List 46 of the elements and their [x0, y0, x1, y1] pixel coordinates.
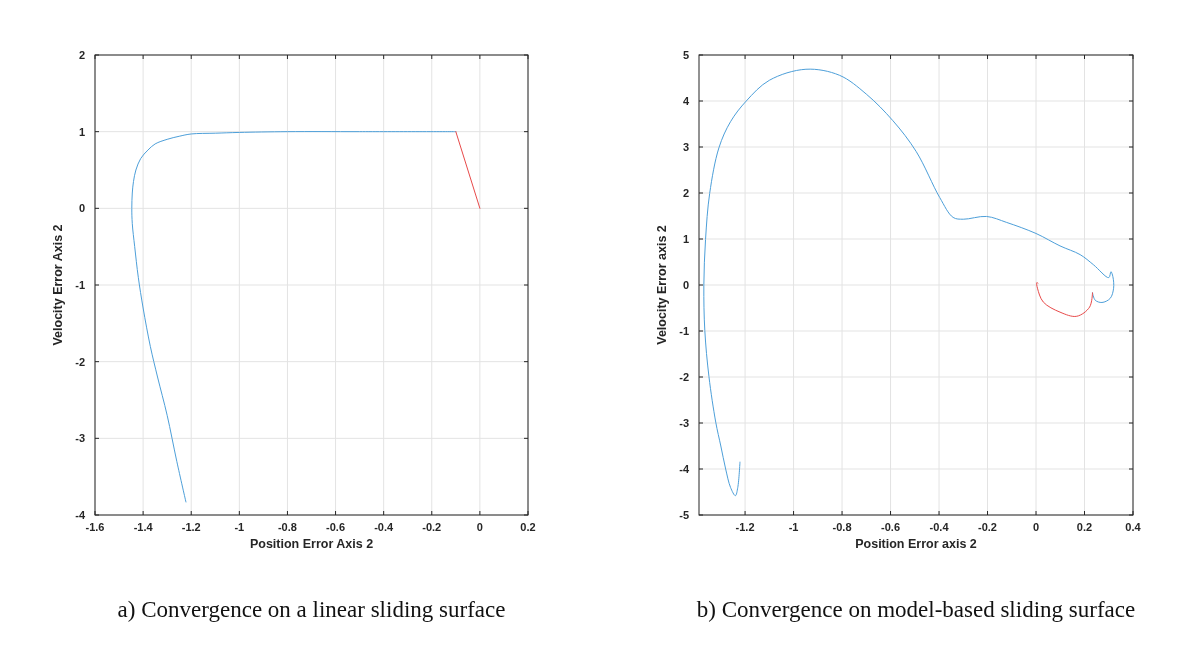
y-tick-label: 4 — [682, 94, 690, 107]
x-axis-title: Position Error axis 2 — [855, 537, 977, 551]
x-tick-label: 0 — [476, 521, 483, 533]
x-tick-label: -1 — [788, 521, 799, 533]
text: a) Convergence on a linear sliding surface — [117, 597, 506, 622]
x-tick-label: 0.2 — [520, 521, 536, 533]
y-tick-label: 2 — [78, 48, 85, 61]
x-tick-label: -1 — [234, 521, 245, 533]
y-tick-label: -4 — [679, 462, 690, 475]
y-tick-label: 5 — [682, 48, 689, 61]
text: b) Convergence on model-based sliding surface — [696, 597, 1136, 622]
line-series — [131, 131, 457, 503]
x-tick-label: -0.4 — [929, 521, 950, 533]
y-tick-label: -1 — [679, 324, 689, 337]
y-tick-label: -1 — [75, 278, 85, 291]
x-tick-label: -1.2 — [735, 521, 755, 533]
x-tick-label: -1.4 — [133, 521, 154, 533]
y-tick-label: 0 — [78, 202, 85, 215]
y-tick-label: 1 — [682, 232, 689, 245]
x-tick-label: -0.4 — [374, 521, 395, 533]
y-tick-label: 1 — [78, 125, 85, 138]
y-tick-label: -2 — [75, 355, 85, 368]
x-axis-title: Position Error Axis 2 — [249, 537, 374, 551]
x-tick-label: -0.2 — [978, 521, 998, 533]
x-tick-label: 0.4 — [1125, 521, 1142, 533]
y-tick-label: -5 — [679, 508, 689, 521]
y-tick-label: -3 — [75, 432, 85, 445]
x-tick-label: -0.8 — [832, 521, 852, 533]
x-tick-label: -1.6 — [85, 521, 105, 533]
x-tick-label: -0.6 — [881, 521, 901, 533]
y-tick-label: 2 — [682, 186, 689, 199]
y-axis-title: Velocity Error Axis 2 — [51, 224, 65, 346]
line-series — [1036, 282, 1094, 317]
y-tick-label: -4 — [75, 508, 86, 521]
x-tick-label: -0.6 — [326, 521, 346, 533]
x-tick-label: -1.2 — [181, 521, 201, 533]
y-tick-label: -2 — [679, 370, 689, 383]
x-tick-label: -0.2 — [422, 521, 442, 533]
y-tick-label: -3 — [679, 416, 689, 429]
y-axis-title: Velocity Error axis 2 — [655, 225, 669, 345]
x-tick-label: 0 — [1032, 521, 1040, 533]
line-series — [703, 68, 1115, 497]
y-tick-label: 0 — [682, 278, 689, 291]
x-tick-label: 0.2 — [1076, 521, 1093, 533]
y-tick-label: 3 — [682, 140, 689, 153]
x-tick-label: -0.8 — [277, 521, 297, 533]
